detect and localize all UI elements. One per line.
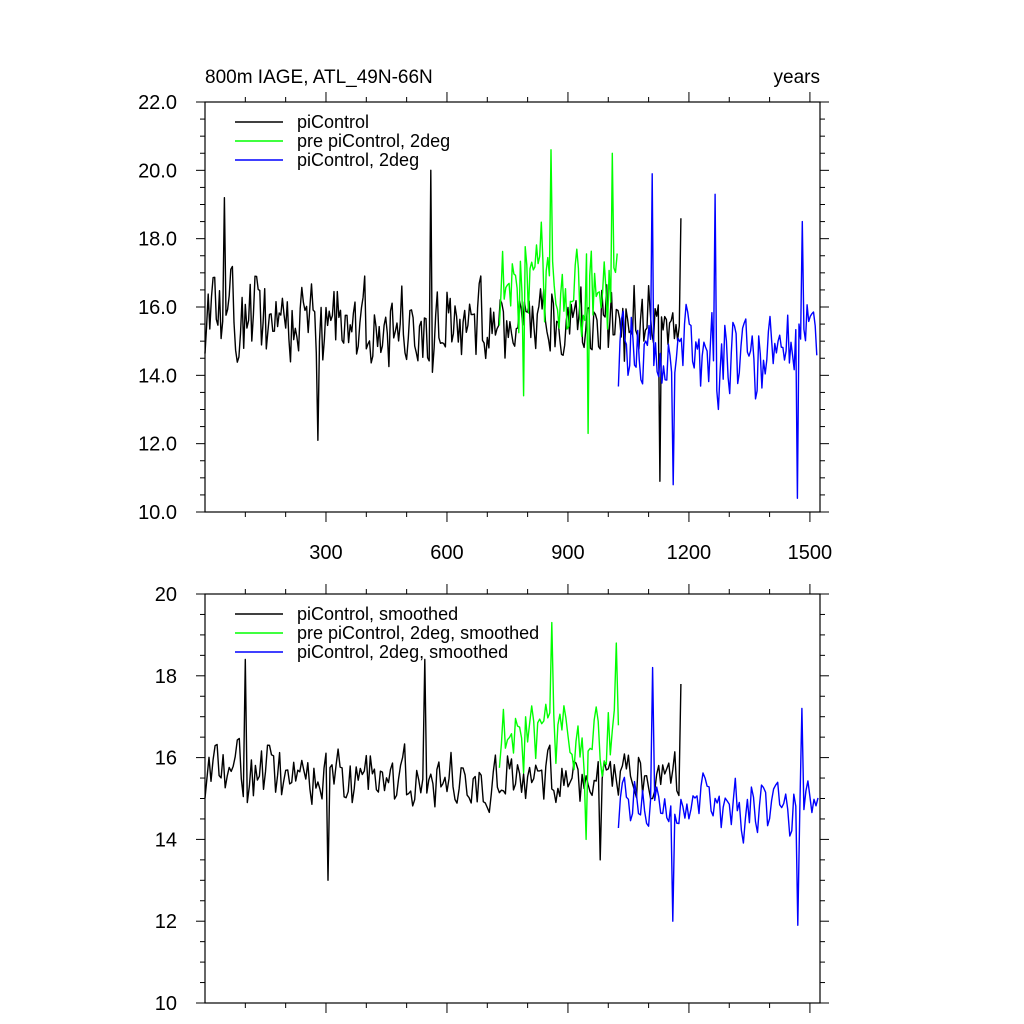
y-tick-label: 18 — [155, 666, 177, 688]
y-tick-label: 22.0 — [138, 92, 177, 114]
y-tick-label: 20 — [155, 584, 177, 606]
x-tick-label: 1200 — [667, 542, 712, 564]
y-tick-label: 10 — [155, 993, 177, 1015]
series-line-3 — [617, 666, 819, 926]
y-tick-label: 16.0 — [138, 297, 177, 319]
legend-label: piControl, 2deg, smoothed — [297, 642, 508, 662]
series-line-3 — [617, 173, 818, 499]
y-tick-label: 18.0 — [138, 229, 177, 251]
x-tick-label: 600 — [430, 542, 463, 564]
legend-label: pre piControl, 2deg, smoothed — [297, 623, 539, 643]
y-tick-label: 12 — [155, 911, 177, 933]
x-tick-label: 300 — [309, 542, 342, 564]
y-tick-label: 16 — [155, 748, 177, 770]
top-chart: 10.0 12.0 14.0 16.0 18.0 20.0 22.0 300 600 900 120… — [138, 67, 832, 564]
y-tick-label: 20.0 — [138, 160, 177, 182]
series-line-1 — [204, 169, 682, 482]
series-line-2 — [498, 149, 618, 435]
y-tick-label: 14.0 — [138, 365, 177, 387]
legend-label: piControl, smoothed — [297, 604, 458, 624]
series-line-2 — [498, 621, 620, 841]
legend-label: pre piControl, 2deg — [297, 131, 450, 151]
legend-label: piControl — [297, 112, 369, 132]
x-tick-label: 1500 — [788, 542, 833, 564]
y-tick-label: 10.0 — [138, 502, 177, 524]
y-tick-label: 14 — [155, 829, 177, 851]
units-label: years — [774, 67, 820, 88]
chart-title: 800m IAGE, ATL_49N-66N — [205, 67, 433, 88]
series-line-1 — [204, 658, 682, 881]
legend-label: piControl, 2deg — [297, 150, 419, 170]
x-tick-label: 900 — [551, 542, 584, 564]
y-tick-label: 12.0 — [138, 434, 177, 456]
